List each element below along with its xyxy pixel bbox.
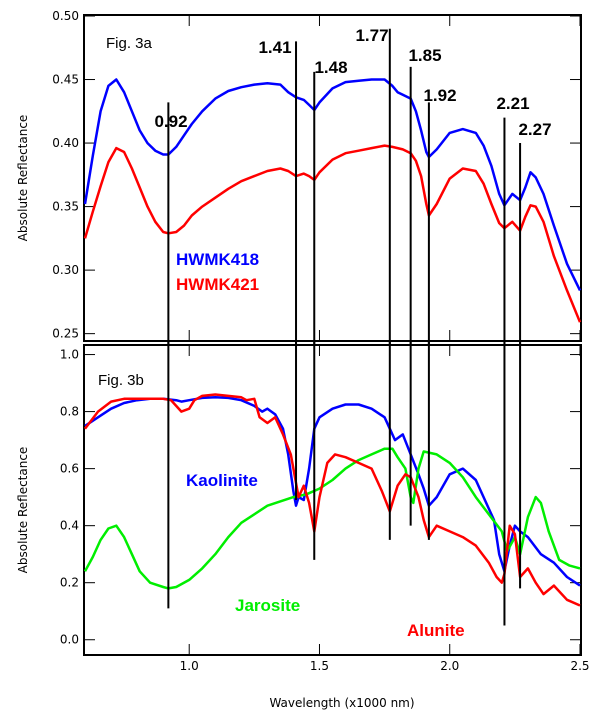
series-label-alunite: Alunite: [407, 621, 465, 640]
y-tick-label: 0.2: [60, 576, 79, 590]
y-tick-label: 0.6: [60, 462, 79, 476]
band-label: 1.92: [423, 86, 456, 105]
panel-3b-ylabel: Absolute Reflectance: [16, 447, 30, 574]
series-line-kaolinite: [84, 396, 581, 587]
panel-3b: 0.0 0.2 0.4 0.6 0.8 1.0 1.0 1.5 2.0 2.5 Fig. 3b A…: [16, 342, 590, 673]
series-line-alunite: [84, 393, 581, 607]
y-tick-label: 0.45: [52, 73, 79, 87]
band-label: 2.27: [518, 120, 551, 139]
x-tick-label: 2.0: [440, 659, 459, 673]
series-line-hwmk421: [83, 144, 582, 323]
panel-3a-ylabel: Absolute Reflectance: [16, 115, 30, 242]
y-tick-label: 0.30: [52, 263, 79, 277]
x-tick-label: 2.5: [570, 659, 589, 673]
band-label: 1.85: [408, 46, 441, 65]
series-label-kaolinite: Kaolinite: [186, 471, 258, 490]
y-tick-label: 0.4: [60, 519, 79, 533]
panel-3a-frame: [83, 14, 582, 342]
band-label: 0.92: [154, 112, 187, 131]
series-label-jarosite: Jarosite: [235, 596, 300, 615]
panel-3b-frame: [83, 344, 582, 656]
y-tick-label: 1.0: [60, 348, 79, 362]
y-tick-label: 0.0: [60, 633, 79, 647]
panel-3a-label: Fig. 3a: [106, 35, 153, 52]
x-tick-label: 1.5: [310, 659, 329, 673]
y-tick-label: 0.25: [52, 327, 79, 341]
band-label: 1.41: [258, 38, 291, 57]
series-label-hwmk418: HWMK418: [176, 250, 259, 269]
panel-3b-label: Fig. 3b: [98, 372, 144, 389]
band-label: 1.77: [355, 26, 388, 45]
y-tick-label: 0.40: [52, 136, 79, 150]
y-tick-label: 0.35: [52, 200, 79, 214]
y-tick-label: 0.8: [60, 405, 79, 419]
x-tick-label: 1.0: [180, 659, 199, 673]
band-label: 2.21: [496, 94, 529, 113]
band-label: 1.48: [314, 58, 347, 77]
x-axis-title: Wavelength (x1000 nm): [269, 696, 414, 710]
panel-3a: 0.25 0.30 0.35 0.40 0.45 0.50 0.92 1.41 1.48 1.7…: [16, 9, 582, 344]
series-label-hwmk421: HWMK421: [176, 275, 259, 294]
series-line-hwmk418: [83, 78, 582, 291]
y-tick-label: 0.50: [52, 9, 79, 23]
